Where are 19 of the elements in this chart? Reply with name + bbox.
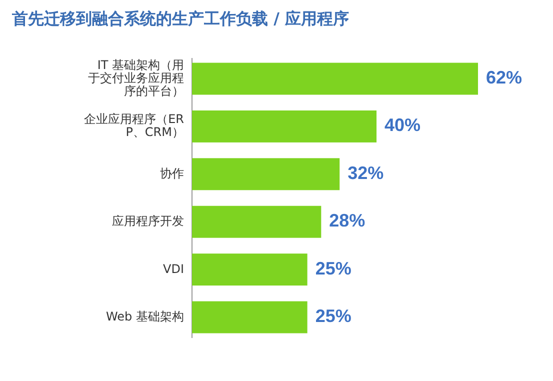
- data-label: 62%: [486, 68, 522, 88]
- bar: [192, 254, 308, 286]
- bar: [192, 301, 308, 334]
- bar: [192, 62, 478, 95]
- y-tick-label: 应用程序开发: [112, 214, 184, 228]
- y-tick-label: VDI: [163, 262, 184, 276]
- bar: [192, 110, 377, 142]
- data-label: 25%: [315, 306, 352, 326]
- bar: [192, 158, 340, 190]
- y-tick-label: 协作: [160, 166, 184, 180]
- data-label: 25%: [315, 258, 352, 278]
- y-tick-label: 企业应用程序（ERP、CRM）: [84, 112, 184, 140]
- chart-title: 首先迁移到融合系统的生产工作负载 / 应用程序: [11, 9, 349, 28]
- data-label: 28%: [329, 210, 366, 231]
- data-label: 40%: [384, 115, 421, 136]
- bar: [192, 206, 322, 238]
- y-tick-label: Web 基础架构: [106, 310, 184, 324]
- data-label: 32%: [348, 162, 384, 183]
- y-tick-label: IT 基础架构（用于交付业务应用程序的平台）: [88, 58, 184, 98]
